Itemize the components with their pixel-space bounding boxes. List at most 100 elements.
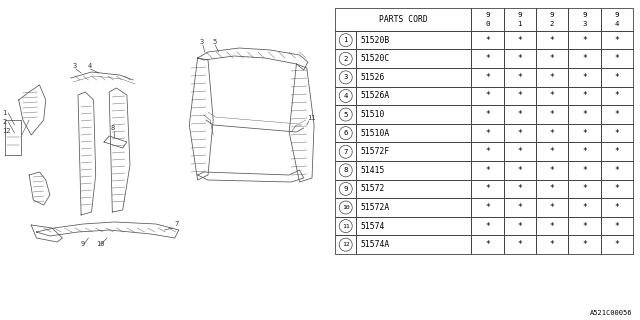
Text: *: * [582,110,587,119]
Bar [600,142,633,161]
Bar [568,8,600,31]
Bar [600,180,633,198]
Bar [335,68,356,87]
Bar [536,161,568,180]
Text: *: * [550,36,554,45]
Bar [600,161,633,180]
Text: *: * [550,147,554,156]
Bar [536,50,568,68]
Text: *: * [550,166,554,175]
Text: *: * [550,129,554,138]
Text: 9: 9 [81,241,85,247]
Text: 4: 4 [87,63,92,69]
Text: *: * [485,203,490,212]
Bar [471,124,504,142]
Text: 3: 3 [344,74,348,80]
Text: *: * [582,92,587,100]
Bar [356,217,471,236]
Bar [536,124,568,142]
Text: 51526: 51526 [360,73,385,82]
Text: 1: 1 [518,21,522,28]
Text: 9: 9 [582,12,587,18]
Text: 2: 2 [344,56,348,62]
Text: *: * [485,92,490,100]
Bar [568,31,600,50]
Text: *: * [614,36,620,45]
Text: *: * [614,203,620,212]
Bar [600,124,633,142]
Bar [356,142,471,161]
Text: 51520C: 51520C [360,54,390,63]
Bar [568,161,600,180]
Text: 3: 3 [200,39,204,45]
Text: *: * [517,129,522,138]
Bar [471,87,504,105]
Text: *: * [517,54,522,63]
Text: 8: 8 [110,125,115,131]
Bar [335,87,356,105]
Bar [504,8,536,31]
Text: 1: 1 [2,110,6,116]
Text: *: * [517,203,522,212]
Text: *: * [582,166,587,175]
Bar [504,217,536,236]
Text: 8: 8 [344,167,348,173]
Bar [536,8,568,31]
Text: 7: 7 [175,221,179,227]
Bar [600,8,633,31]
Text: *: * [550,240,554,249]
Bar [471,68,504,87]
Text: 9: 9 [550,12,554,18]
Text: *: * [517,36,522,45]
Text: 4: 4 [344,93,348,99]
Text: *: * [582,36,587,45]
Text: *: * [517,166,522,175]
Bar [504,161,536,180]
Bar [568,236,600,254]
Text: *: * [614,92,620,100]
Bar [504,198,536,217]
Bar [335,217,356,236]
Text: 12: 12 [342,242,349,247]
Text: *: * [582,203,587,212]
Text: 6: 6 [344,130,348,136]
Text: *: * [614,129,620,138]
Text: 11: 11 [342,224,349,228]
Text: 51510: 51510 [360,110,385,119]
Text: 2: 2 [550,21,554,28]
Bar [335,198,356,217]
Bar [504,180,536,198]
Bar [504,31,536,50]
Bar [471,31,504,50]
Bar [568,124,600,142]
Text: *: * [485,222,490,231]
Bar [471,236,504,254]
Text: *: * [550,92,554,100]
Bar [471,198,504,217]
Bar [536,236,568,254]
Text: 10: 10 [342,205,349,210]
Bar [536,105,568,124]
Text: *: * [550,54,554,63]
Text: *: * [582,54,587,63]
Text: *: * [550,73,554,82]
Bar [600,50,633,68]
Bar [471,50,504,68]
Text: *: * [485,147,490,156]
Bar [536,31,568,50]
Text: *: * [614,184,620,193]
Text: *: * [582,222,587,231]
Text: *: * [550,110,554,119]
Bar [356,198,471,217]
Bar [335,105,356,124]
Text: 3: 3 [73,63,77,69]
Text: 51526A: 51526A [360,92,390,100]
Text: *: * [550,222,554,231]
Bar [568,142,600,161]
Text: 51572A: 51572A [360,203,390,212]
Bar [356,161,471,180]
Text: 51574: 51574 [360,222,385,231]
Text: *: * [614,73,620,82]
Bar [504,236,536,254]
Text: A521C00056: A521C00056 [589,310,632,316]
